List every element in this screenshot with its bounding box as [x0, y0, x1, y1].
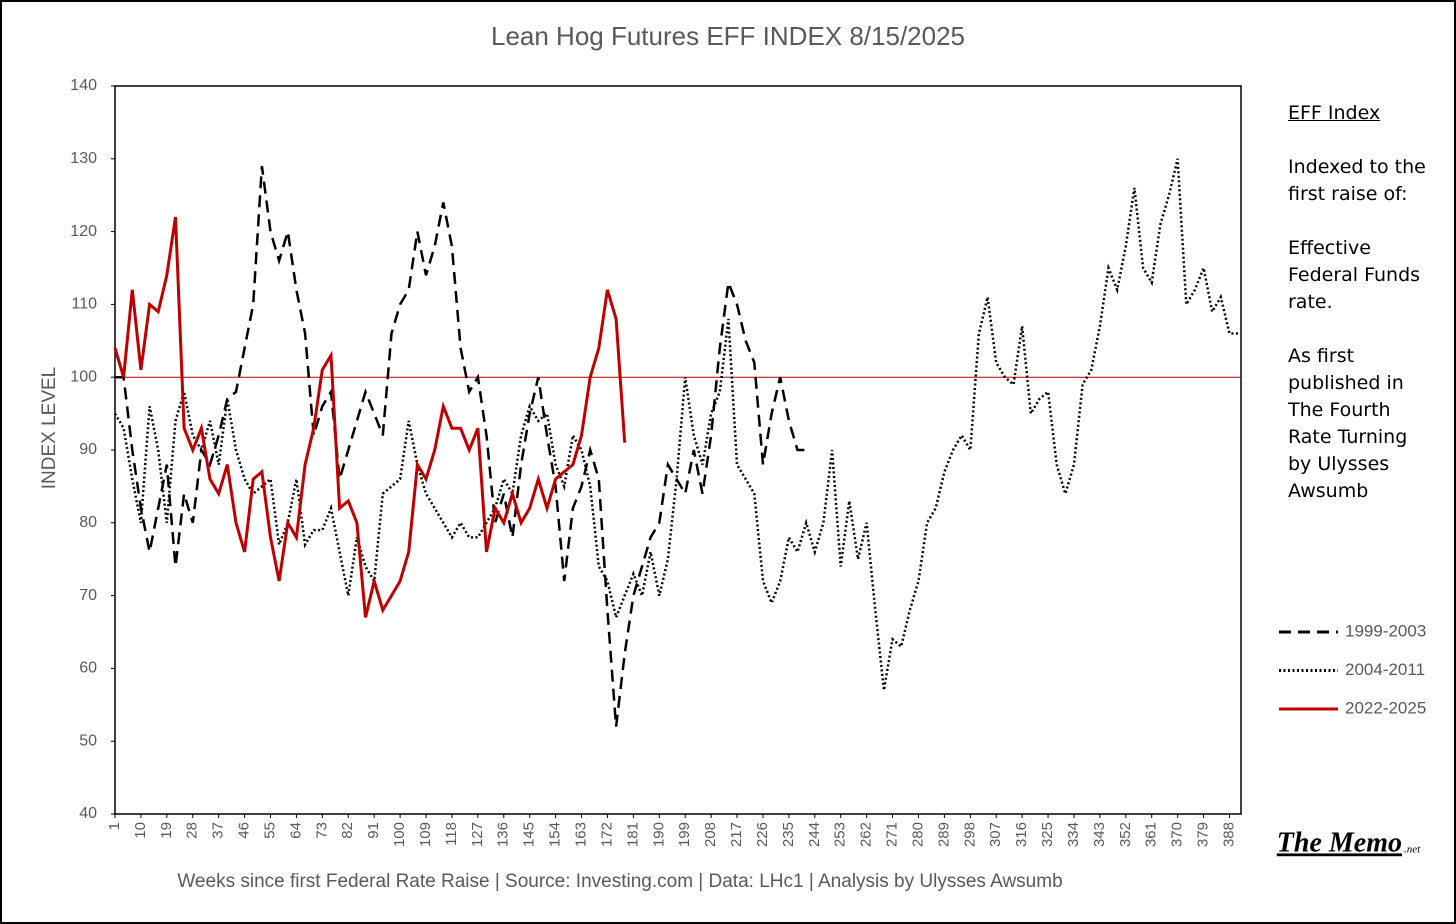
watermark: The Memo: [1277, 827, 1402, 858]
legend-label: 2004-2011: [1345, 660, 1425, 679]
y-tick-label: 130: [70, 150, 97, 167]
y-axis-label: INDEX LEVEL: [39, 367, 60, 490]
x-tick-label: 64: [287, 822, 304, 839]
x-tick-label: 172: [598, 822, 615, 847]
x-tick-label: 46: [236, 822, 253, 839]
x-tick-label: 127: [469, 822, 486, 847]
note-paragraph: Indexed to the first raise of:: [1288, 156, 1426, 205]
x-tick-label: 82: [339, 822, 356, 839]
x-tick-label: 352: [1117, 822, 1134, 847]
x-tick-label: 379: [1195, 822, 1212, 847]
note-paragraph: Effective Federal Funds rate.: [1288, 237, 1421, 313]
x-tick-label: 298: [961, 822, 978, 847]
x-tick-label: 325: [1039, 822, 1056, 847]
x-tick-label: 163: [572, 822, 589, 847]
x-tick-label: 334: [1065, 822, 1082, 847]
x-tick-label: 253: [832, 822, 849, 847]
x-tick-label: 217: [728, 822, 745, 847]
x-tick-label: 235: [780, 822, 797, 847]
x-tick-label: 289: [935, 822, 952, 847]
x-tick-label: 370: [1169, 822, 1186, 847]
y-tick-label: 120: [70, 223, 97, 240]
y-tick-label: 70: [79, 587, 97, 604]
x-tick-label: 262: [858, 822, 875, 847]
x-tick-label: 343: [1091, 822, 1108, 847]
y-tick-label: 140: [70, 77, 97, 94]
y-tick-label: 100: [70, 368, 97, 385]
note-paragraph: As first published in The Fourth Rate Tu…: [1288, 345, 1408, 502]
x-axis-label: Weeks since first Federal Rate Raise | S…: [177, 871, 1062, 892]
x-tick-label: 73: [313, 822, 330, 839]
x-tick-label: 19: [158, 822, 175, 839]
x-tick-label: 10: [132, 822, 149, 839]
x-tick-label: 307: [987, 822, 1004, 847]
x-tick-label: 280: [909, 822, 926, 847]
x-tick-label: 226: [754, 822, 771, 847]
x-tick-label: 37: [210, 822, 227, 839]
x-tick-label: 388: [1220, 822, 1237, 847]
y-tick-label: 80: [79, 514, 97, 531]
x-tick-label: 271: [884, 822, 901, 847]
series-line: [113, 216, 627, 618]
y-tick-label: 90: [79, 441, 97, 458]
y-tick-label: 60: [79, 660, 97, 677]
chart-title: Lean Hog Futures EFF INDEX 8/15/2025: [491, 21, 965, 51]
x-tick-label: 154: [547, 822, 564, 847]
x-tick-label: 55: [261, 822, 278, 839]
watermark-suffix: .net: [1404, 844, 1421, 856]
x-tick-label: 190: [650, 822, 667, 847]
x-tick-label: 118: [443, 822, 460, 846]
legend-label: 2022-2025: [1345, 698, 1426, 717]
side-note: EFF Index Indexed to the first raise of:…: [1288, 100, 1428, 532]
x-tick-label: 145: [521, 822, 538, 847]
y-tick-label: 110: [71, 296, 97, 313]
note-heading: EFF Index: [1288, 102, 1381, 124]
x-tick-label: 199: [676, 822, 693, 847]
legend-label: 1999-2003: [1345, 621, 1426, 640]
x-tick-label: 244: [806, 822, 823, 847]
x-tick-label: 316: [1013, 822, 1030, 847]
x-tick-label: 136: [495, 822, 512, 847]
x-tick-label: 91: [365, 822, 382, 839]
x-tick-label: 361: [1143, 822, 1160, 847]
x-tick-label: 1: [106, 822, 123, 830]
x-tick-label: 181: [624, 822, 641, 847]
series-line: [115, 165, 807, 727]
x-tick-label: 208: [702, 822, 719, 847]
series-line: [113, 158, 1239, 691]
y-tick-label: 40: [79, 805, 97, 822]
y-tick-label: 50: [79, 732, 97, 749]
x-tick-label: 109: [417, 822, 434, 847]
x-tick-label: 28: [184, 822, 201, 839]
x-tick-label: 100: [391, 822, 408, 847]
